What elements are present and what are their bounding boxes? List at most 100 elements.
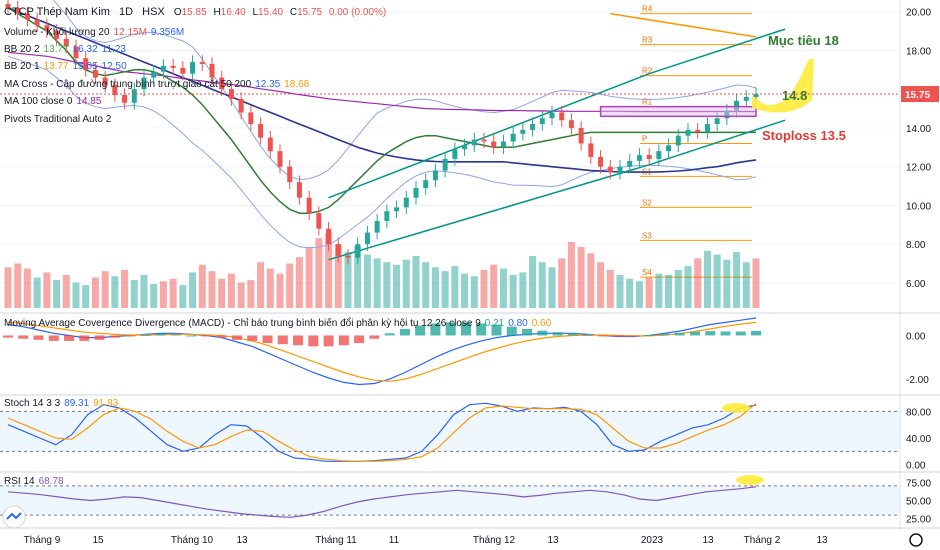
macd-histogram-bar <box>3 335 13 338</box>
candle-body <box>63 38 69 47</box>
legend-row[interactable]: MA 100 close 0 14.85 <box>4 96 105 108</box>
macd-histogram-bar <box>583 334 594 336</box>
candle-body <box>355 244 361 258</box>
pane-tick-label: 0.00 <box>906 461 926 472</box>
volume-bar <box>383 262 391 308</box>
legend-value: 14.85 <box>76 96 102 107</box>
candle-body <box>335 244 341 256</box>
volume-bar <box>441 271 449 308</box>
candle-body <box>462 145 468 150</box>
volume-bar <box>179 285 187 308</box>
candle-body <box>636 155 642 161</box>
candle-body <box>345 255 351 258</box>
candle-body <box>598 157 604 167</box>
volume-bar <box>733 252 741 308</box>
bb-upper-line <box>52 0 757 181</box>
legend-row[interactable]: Volume - Khối lượng 20 12.15M 9.356M <box>4 27 188 39</box>
macd-histogram-bar <box>125 335 136 337</box>
legend-row[interactable]: MA Cross - Cập đường trung bình trượt gi… <box>4 79 313 91</box>
macd-histogram-bar <box>369 335 380 339</box>
volume-bar <box>82 285 90 308</box>
macd-histogram-bar <box>644 335 655 337</box>
macd-legend[interactable]: Moving Average Covergence Divergence (MA… <box>4 318 555 330</box>
legend-row[interactable]: BB 20 2 13.77 16.32 11.23 <box>4 44 130 56</box>
candle-body <box>54 31 60 39</box>
candle-body <box>743 96 749 101</box>
pane-tick-label: 80.00 <box>906 407 931 418</box>
time-tick-label: Tháng 9 <box>24 535 61 546</box>
legend-label: Moving Average Covergence Divergence (MA… <box>4 318 481 329</box>
legend-value: 0.21 <box>484 318 505 329</box>
candle-body <box>296 182 302 198</box>
candle-body <box>617 166 623 173</box>
candle-body <box>734 100 740 111</box>
rsi-legend[interactable]: RSI 14 68.78 <box>4 476 68 488</box>
price-tick-label: 6.00 <box>906 279 926 290</box>
volume-bar <box>150 283 158 308</box>
candle-body <box>423 180 429 188</box>
macd-histogram-bar <box>338 335 349 346</box>
volume-bar <box>538 262 546 308</box>
volume-bar <box>703 250 711 308</box>
volume-bar <box>227 273 235 308</box>
candle-body <box>151 71 157 78</box>
volume-bar <box>257 262 265 308</box>
candle-body <box>267 137 273 152</box>
candle-body <box>122 95 128 103</box>
pivot-label-r4: R4 <box>642 5 653 14</box>
band-fill <box>0 485 900 516</box>
legend-value: 12.50 <box>101 61 127 72</box>
legend-value: 91.83 <box>93 398 119 409</box>
volume-bar <box>402 259 410 308</box>
macd-histogram-bar <box>460 322 471 336</box>
candle-body <box>364 232 370 245</box>
settings-gear-icon <box>909 533 923 547</box>
stoch-legend[interactable]: Stoch 14 3 3 89.31 91.83 <box>4 398 122 410</box>
volume-bar <box>43 272 51 308</box>
volume-bar <box>587 253 595 308</box>
volume-bar <box>752 258 760 308</box>
candle-body <box>491 141 497 148</box>
legend-row[interactable]: BB 20 1 13.77 15.05 12.50 <box>4 61 131 73</box>
candle-body <box>180 67 186 74</box>
stoch-pane: 80.00 40.00 0.00 <box>0 402 931 472</box>
pane-tick-label: 75.00 <box>906 478 931 489</box>
legend-value: 11.23 <box>101 44 126 55</box>
time-tick-label: 13 <box>816 535 828 546</box>
volume-bar <box>140 274 148 308</box>
volume-bar <box>4 267 12 308</box>
candle-body <box>83 58 89 70</box>
volume-bar <box>480 269 488 308</box>
legend-label: MA Cross - Cập đường trung bình trượt gi… <box>4 79 252 90</box>
candle-body <box>481 139 487 142</box>
rsi-highlight <box>736 475 764 485</box>
volume-bar <box>286 263 294 308</box>
macd-histogram-bar <box>476 323 487 336</box>
ohlc-values: O15.85 H16.40 L15.40 C15.75 0.00 (0.00%) <box>173 7 387 18</box>
macd-histogram-bar <box>659 333 670 336</box>
interval-label[interactable]: 1D <box>119 6 134 18</box>
exchange-label: HSX <box>142 6 165 18</box>
legend-value: 89.31 <box>64 398 90 409</box>
volume-bar <box>694 258 702 308</box>
last-price-value: 15.75 <box>905 90 930 101</box>
time-tick-label: 13 <box>547 535 559 546</box>
time-tick-label: 13 <box>236 535 248 546</box>
pane-tick-label: 40.00 <box>906 434 931 445</box>
candle-body <box>500 141 506 148</box>
symbol-name[interactable]: CTCP Thép Nam Kim <box>4 6 110 18</box>
candle-body <box>5 3 11 8</box>
candle-body <box>238 98 244 113</box>
channel-upper-line <box>328 28 786 199</box>
candle-body <box>695 129 701 132</box>
volume-bar <box>470 276 478 308</box>
volume-bar <box>247 280 255 308</box>
volume-bar <box>169 278 177 308</box>
volume-bar <box>130 280 138 308</box>
macd-histogram-bar <box>720 331 731 336</box>
macd-histogram-bar <box>689 331 700 336</box>
macd-histogram-bar <box>384 333 395 336</box>
legend-row[interactable]: Pivots Traditional Auto 2 <box>4 114 115 126</box>
candle-body <box>277 151 283 167</box>
